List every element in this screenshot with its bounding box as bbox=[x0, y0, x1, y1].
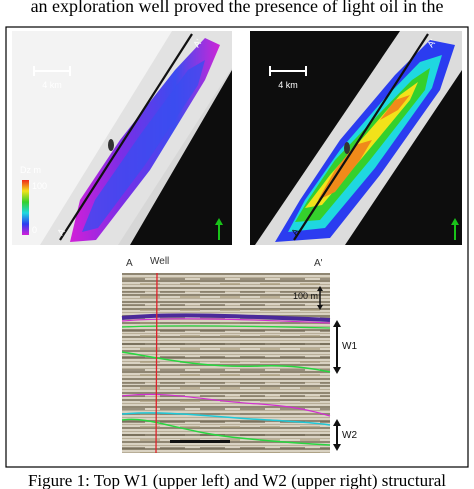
map-w2: 4 km A A' bbox=[250, 31, 462, 245]
section-label: A bbox=[126, 258, 133, 269]
map-w1: 4 km A A' Dz m 100 0 bbox=[12, 31, 232, 245]
scale-label: 4 km bbox=[278, 80, 298, 90]
figure-caption: Figure 1: Top W1 (upper left) and W2 (up… bbox=[28, 471, 446, 489]
section-scale: 100 m bbox=[293, 291, 318, 301]
zone-label: W1 bbox=[342, 341, 357, 352]
line-label: A bbox=[55, 227, 67, 237]
north-arrow bbox=[218, 224, 220, 240]
colorbar-min: 0 bbox=[32, 225, 37, 235]
zone-arrow bbox=[333, 444, 341, 451]
zone-arrow bbox=[333, 367, 341, 374]
body-text: an exploration well proved the presence … bbox=[31, 0, 444, 16]
scale-label: 4 km bbox=[42, 80, 62, 90]
colorbar-title: Dz m bbox=[20, 165, 41, 175]
figure-frame bbox=[5, 26, 469, 468]
seismic-section: A Well A' 100 m bbox=[121, 256, 331, 454]
zone-label: W2 bbox=[342, 430, 357, 441]
colorbar-max: 100 bbox=[32, 181, 47, 191]
line-label: A bbox=[289, 227, 301, 237]
well-label: Well bbox=[150, 256, 169, 267]
section-label: A' bbox=[314, 258, 323, 269]
north-arrow bbox=[215, 218, 223, 225]
zone-arrow bbox=[333, 419, 341, 426]
zone-arrow bbox=[333, 320, 341, 327]
